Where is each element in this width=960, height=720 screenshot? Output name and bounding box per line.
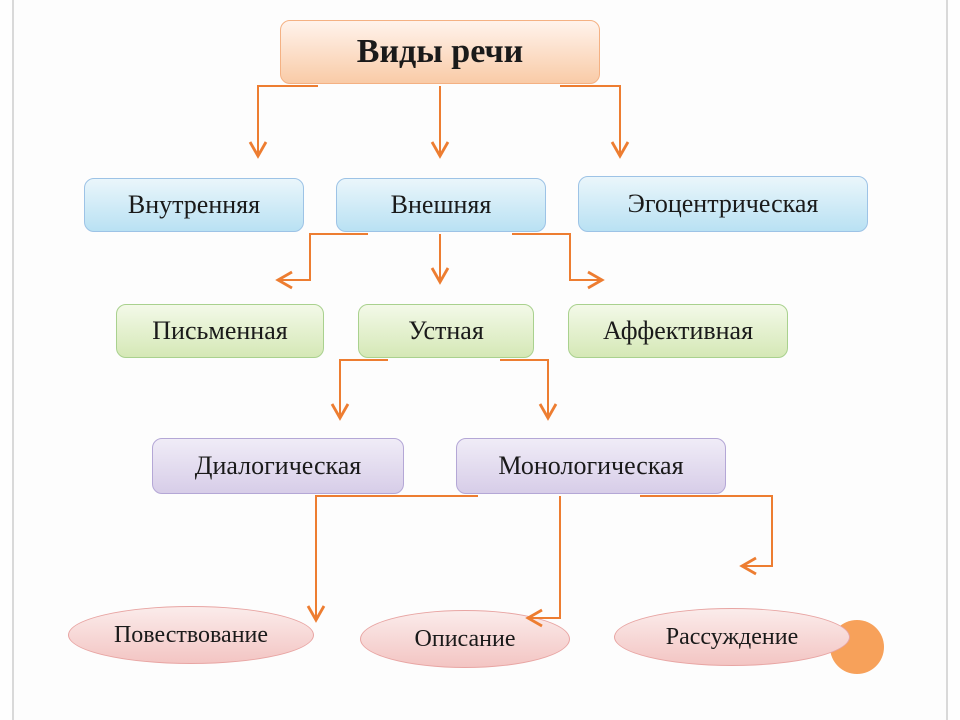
node-ego: Эгоцентрическая [578, 176, 868, 232]
node-dialog-label: Диалогическая [195, 451, 362, 481]
node-written: Письменная [116, 304, 324, 358]
node-mono: Монологическая [456, 438, 726, 494]
node-outer: Внешняя [336, 178, 546, 232]
node-dialog: Диалогическая [152, 438, 404, 494]
node-outer-label: Внешняя [391, 190, 492, 220]
title-text: Виды речи [357, 33, 523, 71]
node-ego-label: Эгоцентрическая [628, 189, 819, 219]
node-written-label: Письменная [152, 316, 287, 346]
node-oral: Устная [358, 304, 534, 358]
node-reasoning: Рассуждение [614, 608, 850, 666]
node-inner-label: Внутренняя [128, 190, 260, 220]
node-description: Описание [360, 610, 570, 668]
node-narration: Повествование [68, 606, 314, 664]
node-affect: Аффективная [568, 304, 788, 358]
node-mono-label: Монологическая [498, 451, 683, 481]
node-description-label: Описание [415, 626, 516, 653]
node-inner: Внутренняя [84, 178, 304, 232]
node-affect-label: Аффективная [603, 316, 753, 346]
node-narration-label: Повествование [114, 622, 268, 649]
node-oral-label: Устная [408, 316, 484, 346]
node-reasoning-label: Рассуждение [666, 624, 798, 651]
title-box: Виды речи [280, 20, 600, 84]
